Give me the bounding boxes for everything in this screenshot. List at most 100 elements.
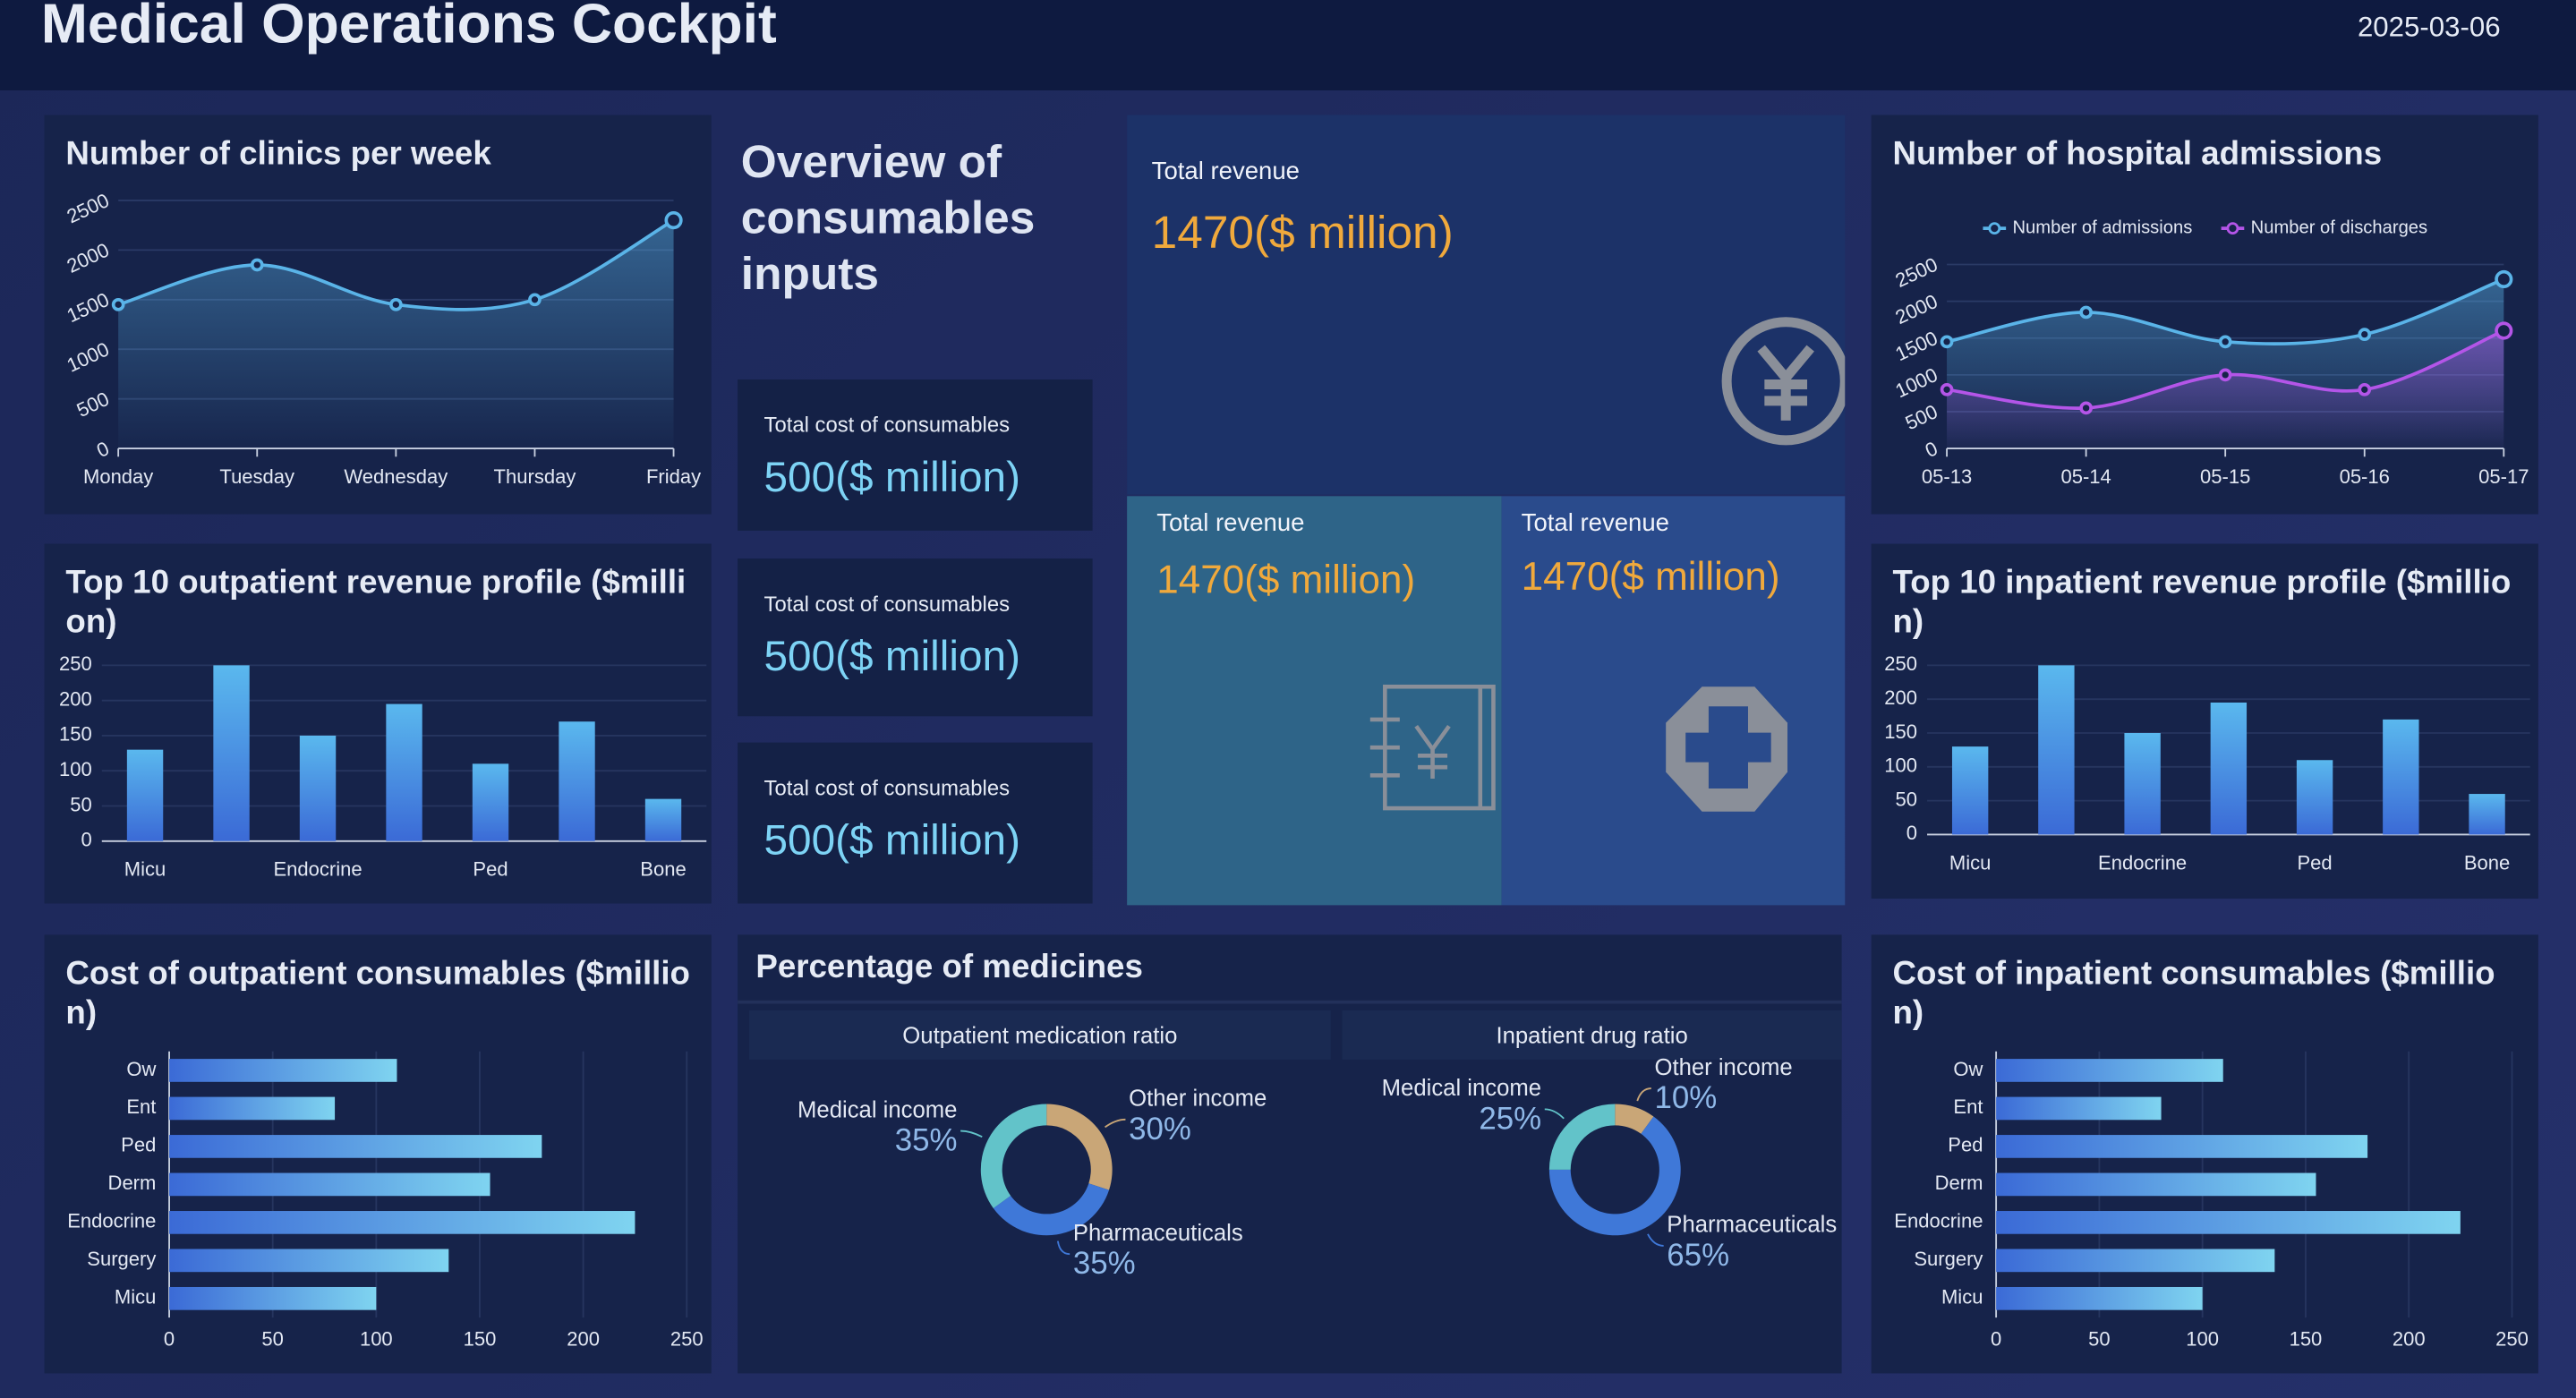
chart: 0 50 100 150 200 250 Micu Endocrine Ped Bone (1884, 652, 2530, 874)
chart-title: Cost of outpatient consumables ($million… (65, 956, 690, 1032)
x-tick-label: 05-13 (1922, 465, 1972, 488)
y-tick-label: 50 (70, 793, 92, 815)
revenue-value: 1470($ million) (1521, 555, 1780, 600)
slice (993, 1183, 1110, 1236)
y-tick-label: 250 (59, 652, 92, 675)
y-tick-label: 2000 (64, 239, 113, 277)
bar (1996, 1135, 2368, 1158)
point (2079, 401, 2093, 415)
bar (644, 798, 682, 841)
slice-value: 35% (1073, 1246, 1136, 1281)
y-tick-label: 0 (93, 437, 113, 462)
x-tick-label: Endocrine (273, 858, 362, 881)
y-tick-label: 100 (1884, 754, 1917, 777)
y-tick-label: Surgery (1914, 1248, 1983, 1270)
slice-label: Pharmaceuticals (1073, 1221, 1243, 1246)
chart-title: Number of clinics per week (65, 136, 491, 173)
x-tick-label: 150 (2290, 1328, 2323, 1351)
panel: Cost of outpatient consumables ($million… (44, 934, 712, 1374)
x-tick-label: Micu (1949, 851, 1991, 874)
panel: Number of clinics per week 0 500 1000 1500 2… (44, 115, 712, 515)
point (2218, 335, 2232, 349)
x-tick-label: 05-16 (2340, 465, 2390, 488)
x-tick-label: 0 (1991, 1328, 2001, 1351)
y-tick-label: Ow (126, 1058, 156, 1080)
y-tick-label: Ow (1953, 1058, 1983, 1080)
x-tick-label: 150 (464, 1328, 497, 1351)
chart-title: Top 10 outpatient revenue profile ($mill… (65, 565, 687, 641)
bar (2296, 760, 2333, 835)
bar (2210, 702, 2248, 835)
x-tick-label: 50 (2088, 1328, 2111, 1351)
medical-icon (1666, 686, 1788, 812)
panel: Number of hospital admissions 0 500 1000 15… (1871, 115, 2538, 515)
chart: 0 50 100 150 200 250 Ow Ent Ped Derm Endocrine Surg… (67, 1051, 704, 1351)
bar (1996, 1096, 2162, 1121)
chart: Other income30%Pharmaceuticals35%Medical… (798, 1055, 1837, 1281)
y-tick-label: 1500 (1892, 327, 1941, 365)
overview-heading: Overview of consumables inputs (740, 136, 1036, 300)
y-tick-label: 200 (59, 687, 92, 710)
y-tick-label: 0 (81, 829, 92, 851)
point (2358, 382, 2372, 396)
y-tick-label: 1000 (1892, 363, 1941, 402)
revenue-card: Total revenue 1470($ million) (1127, 496, 1502, 906)
y-tick-label: 500 (1902, 400, 1941, 434)
slice-value: 30% (1129, 1112, 1191, 1147)
panel: Top 10 outpatient revenue profile ($mill… (44, 543, 712, 904)
point (389, 297, 403, 311)
kpi-label: Total cost of consumables (763, 591, 1011, 617)
leader-line (1544, 1108, 1565, 1120)
y-tick-label: 200 (1884, 686, 1917, 709)
chart-title: Outpatient medication ratio (748, 1010, 1331, 1060)
slice-value: 25% (1479, 1101, 1541, 1136)
leader-line (1105, 1118, 1126, 1129)
revenue-label: Total revenue (1151, 158, 1300, 186)
y-tick-label: Ped (1948, 1134, 1983, 1156)
header: Medical Operations Cockpit 2025-03-06 (0, 0, 2576, 90)
x-tick-label: Bone (640, 858, 686, 881)
bar (1996, 1172, 2316, 1197)
chart: 0 500 1000 1500 2000 2500 Monday Tuesday Wednesd… (64, 189, 701, 488)
kpi-value: 500($ million) (763, 451, 1020, 501)
x-tick-label: Thursday (494, 465, 576, 488)
bar (169, 1096, 336, 1121)
kpi-card: Total cost of consumables 500($ million) (738, 379, 1093, 531)
revenue-value: 1470($ million) (1151, 207, 1454, 259)
area (118, 220, 674, 449)
bar (386, 703, 422, 841)
bar (169, 1135, 542, 1158)
kpi-card: Total cost of consumables 500($ million) (738, 558, 1093, 717)
divider (738, 1000, 1842, 1004)
y-tick-label: 1000 (64, 337, 113, 376)
x-tick-label: 05-14 (2060, 465, 2111, 488)
y-tick-label: Ent (126, 1095, 156, 1118)
point (2495, 321, 2513, 340)
bar (1996, 1286, 2203, 1310)
bar (2383, 719, 2419, 835)
y-tick-label: 500 (73, 388, 113, 422)
point (2218, 368, 2232, 382)
slice (1548, 1116, 1681, 1236)
point (2495, 269, 2513, 289)
point (250, 258, 264, 272)
point (528, 293, 542, 307)
bar (169, 1059, 397, 1082)
point (664, 211, 683, 230)
x-tick-label: 200 (567, 1328, 600, 1351)
chart-title: Top 10 inpatient revenue profile ($milli… (1892, 565, 2512, 641)
revenue-value: 1470($ million) (1156, 558, 1416, 603)
slice-label: Other income (1129, 1087, 1267, 1112)
bar (169, 1172, 490, 1197)
x-tick-label: 05-17 (2478, 465, 2529, 488)
point (1940, 382, 1954, 396)
legend-marker (1988, 222, 2001, 235)
y-tick-label: 0 (1922, 437, 1941, 462)
x-tick-label: Bone (2464, 851, 2510, 874)
panel: Cost of inpatient consumables ($million)… (1871, 934, 2538, 1374)
y-tick-label: 150 (1884, 720, 1917, 743)
kpi-card: Total cost of consumables 500($ million) (738, 742, 1093, 904)
y-tick-label: Endocrine (67, 1210, 156, 1232)
